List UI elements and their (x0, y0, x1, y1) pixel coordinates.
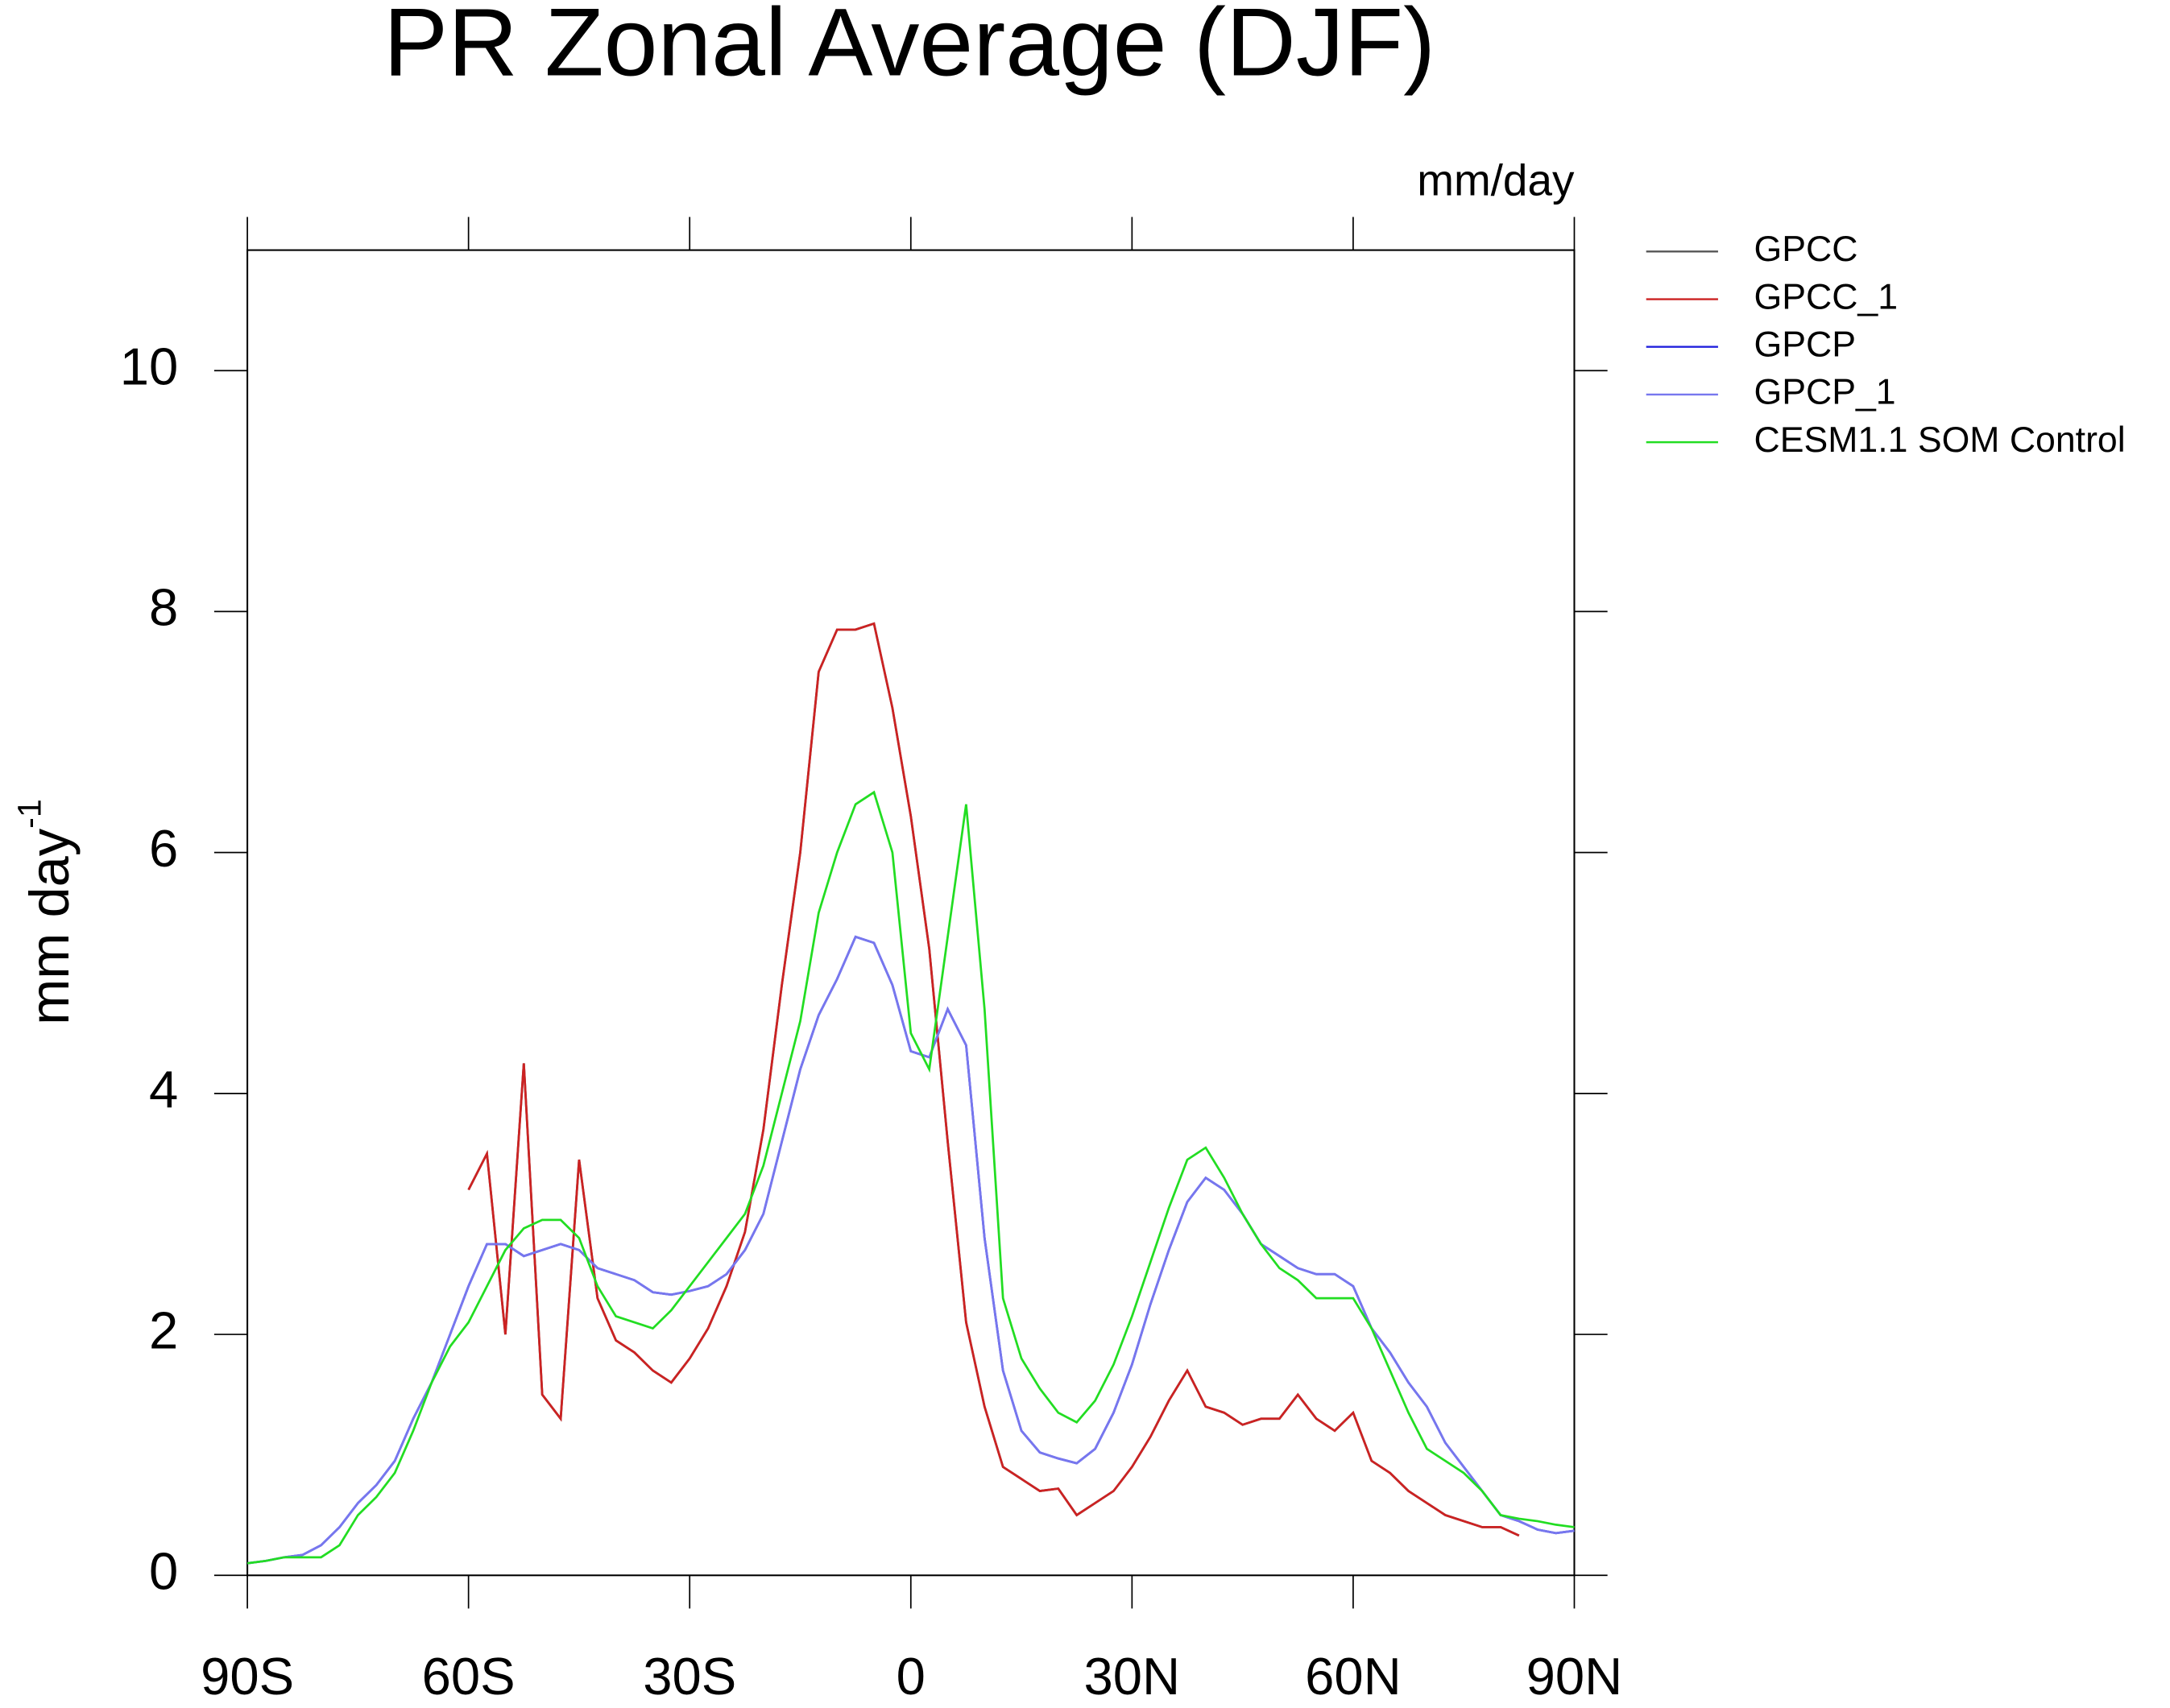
y-label-text: mm day (19, 828, 81, 1025)
x-tick-label: 0 (897, 1647, 926, 1706)
y-tick-label: 6 (149, 819, 178, 878)
x-tick-label: 30N (1084, 1647, 1181, 1706)
x-tick-label: 30S (643, 1647, 736, 1706)
legend-label: GPCP (1754, 325, 1856, 365)
x-tick-label: 90S (201, 1647, 294, 1706)
x-tick-label: 90N (1526, 1647, 1623, 1706)
y-axis-label: mm day-1 (10, 799, 81, 1025)
legend-label: GPCC (1754, 230, 1858, 269)
legend-label: GPCC_1 (1754, 277, 1899, 316)
series-line (467, 622, 1520, 1537)
y-tick-label: 0 (149, 1541, 178, 1600)
chart-title: PR Zonal Average (DJF) (383, 0, 1435, 97)
y-tick-label: 8 (149, 578, 178, 637)
units-label: mm/day (1417, 155, 1575, 205)
x-tick-label: 60N (1305, 1647, 1402, 1706)
plot-frame (246, 249, 1576, 1577)
legend-label: CESM1.1 SOM Control (1754, 420, 2126, 460)
x-tick-label: 60S (422, 1647, 516, 1706)
series-line (467, 622, 1520, 1537)
series-line (246, 790, 1575, 1565)
legend-label: GPCP_1 (1754, 373, 1896, 412)
y-tick-label: 2 (149, 1301, 178, 1359)
y-label-superscript: -1 (10, 799, 48, 829)
series-line (246, 935, 1575, 1565)
y-tick-label: 10 (120, 337, 179, 395)
y-tick-label: 4 (149, 1060, 178, 1119)
